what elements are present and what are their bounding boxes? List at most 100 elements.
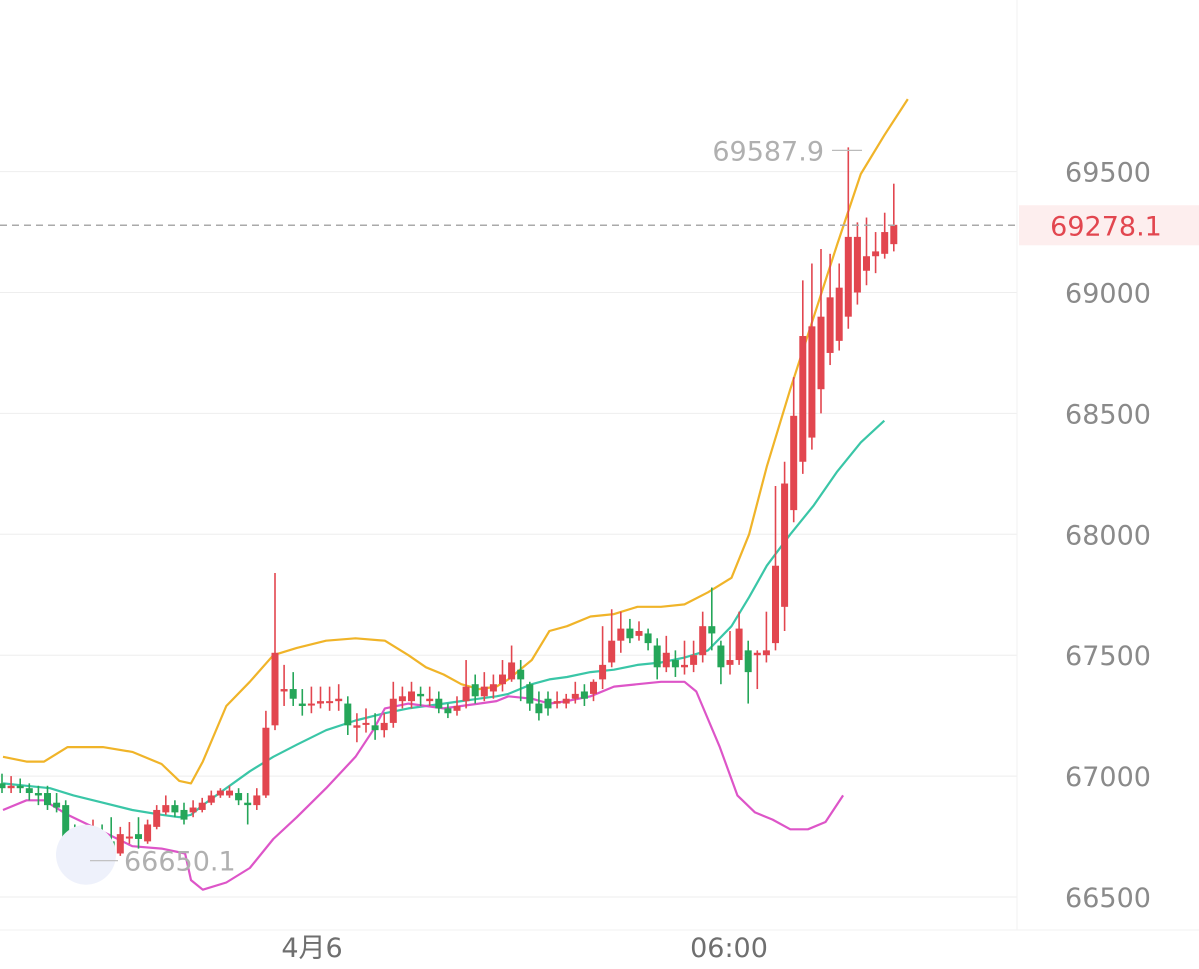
candle-body — [271, 652, 279, 726]
candle-body — [380, 722, 388, 731]
candle-body — [762, 650, 770, 656]
candle-body — [280, 689, 288, 692]
candle-body — [808, 326, 816, 438]
candle-body — [435, 698, 443, 709]
candle-body — [553, 701, 561, 704]
candle-body — [235, 793, 243, 801]
candle-body — [662, 652, 670, 668]
annotations: 69587.9 66650.1 — [56, 136, 862, 885]
candle-body — [362, 722, 370, 725]
candle-body — [708, 626, 716, 634]
candle-body — [371, 725, 379, 731]
candle-body — [590, 681, 597, 694]
candle-body — [326, 701, 334, 704]
y-tick-label: 68500 — [1065, 399, 1151, 430]
candle-body — [125, 836, 133, 839]
candle-body — [398, 696, 406, 702]
candle-body — [226, 790, 233, 796]
candle-body — [62, 805, 70, 844]
candle-body — [153, 809, 161, 827]
candle-body — [690, 655, 698, 665]
y-axis-panel — [1017, 0, 1199, 930]
candle-body — [535, 703, 543, 714]
x-tick-label: 06:00 — [690, 933, 768, 964]
candle-body — [207, 795, 215, 803]
candle-body — [426, 698, 434, 702]
high-price-label: 69587.9 — [712, 136, 824, 167]
candle-body — [735, 628, 743, 661]
candle-body — [480, 686, 488, 697]
candle-body — [162, 805, 170, 813]
candle-body — [289, 689, 297, 699]
y-tick-label: 69000 — [1065, 279, 1151, 310]
candle-body — [244, 802, 252, 806]
candle-body — [517, 669, 525, 680]
y-tick-label: 67500 — [1065, 641, 1151, 672]
candle-body — [853, 236, 861, 293]
candle-body — [835, 287, 843, 341]
candle-body — [307, 703, 315, 706]
candle-body — [753, 652, 761, 656]
candle-body — [44, 793, 51, 806]
candle-body — [25, 788, 33, 794]
y-axis-ticks: 66500 67000 67500 68000 68500 69000 69500 — [1065, 158, 1151, 914]
candle-body — [462, 686, 470, 702]
candle-body — [571, 693, 579, 699]
candle-body — [0, 783, 6, 789]
candle-body — [681, 664, 688, 668]
candle-body — [189, 807, 197, 813]
candle-body — [744, 650, 752, 673]
candle-body — [890, 224, 898, 245]
candle-body — [471, 684, 479, 697]
candle-body — [335, 698, 343, 702]
candle-body — [872, 251, 880, 257]
candle-body — [790, 415, 798, 511]
candle-body — [717, 645, 725, 668]
candle-body — [253, 795, 261, 806]
candle-body — [389, 698, 397, 723]
bollinger-upper-line — [2, 98, 909, 785]
candle-body — [508, 662, 516, 680]
candle-body — [298, 703, 306, 706]
candle-body — [635, 631, 643, 636]
candle-body — [599, 664, 607, 680]
candle-body — [817, 316, 825, 390]
candle-body — [617, 628, 625, 641]
candle-body — [144, 824, 152, 842]
candle-body — [489, 684, 497, 692]
candle-body — [781, 483, 789, 607]
bollinger-lower-line — [2, 680, 845, 891]
candle-body — [7, 785, 15, 789]
candle-body — [799, 336, 807, 462]
candles — [0, 147, 898, 861]
candle-body — [53, 802, 61, 808]
bollinger-bands — [2, 98, 909, 891]
candle-body — [580, 691, 588, 699]
low-price-label: 66650.1 — [124, 847, 236, 878]
candle-body — [34, 793, 42, 796]
candle-body — [198, 802, 206, 810]
candle-body — [608, 640, 616, 663]
y-tick-label: 69500 — [1065, 158, 1151, 189]
low-marker-halo — [56, 824, 116, 885]
candle-body — [171, 805, 179, 813]
current-price-label-bg — [1019, 205, 1199, 246]
candle-body — [344, 703, 352, 726]
grid-lines — [0, 171, 1199, 898]
y-tick-label: 68000 — [1065, 520, 1151, 551]
current-price: 69278.1 — [0, 205, 1199, 246]
candle-body — [671, 660, 679, 668]
x-axis-ticks: 4月6 06:00 — [281, 933, 768, 964]
candle-body — [653, 645, 661, 668]
candle-body — [562, 698, 570, 704]
candle-body — [408, 691, 415, 702]
candle-body — [444, 708, 452, 714]
candle-body — [135, 834, 142, 839]
candle-body — [844, 236, 852, 317]
bollinger-middle-line — [2, 419, 886, 819]
candle-body — [16, 785, 24, 789]
candle-body — [726, 660, 734, 665]
candle-body — [626, 628, 634, 639]
candle-body — [544, 698, 552, 709]
